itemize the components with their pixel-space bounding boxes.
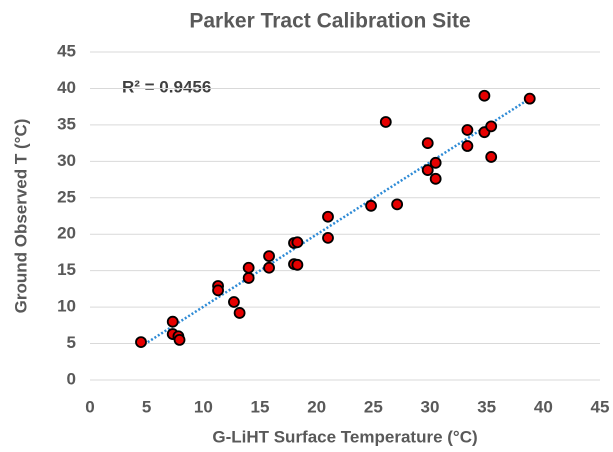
x-tick-label: 40 <box>534 397 553 416</box>
x-tick-label: 30 <box>421 397 440 416</box>
point <box>242 261 255 274</box>
point <box>291 258 304 271</box>
point <box>461 140 474 152</box>
trendline <box>140 97 531 348</box>
point <box>173 334 186 346</box>
x-tick-label: 0 <box>85 397 94 416</box>
point <box>478 89 491 102</box>
annotation: R² = 0.9456 <box>122 77 211 96</box>
point <box>379 116 392 128</box>
y-tick-label: 15 <box>57 260 76 279</box>
y-tick-label: 5 <box>67 333 76 352</box>
x-tick-label: 10 <box>194 397 213 416</box>
y-tick-label: 35 <box>57 114 76 133</box>
point <box>242 272 255 284</box>
point <box>429 172 442 185</box>
point <box>523 92 536 105</box>
point <box>461 124 474 136</box>
x-tick-label: 20 <box>307 397 326 416</box>
point <box>485 120 498 133</box>
point <box>429 156 442 169</box>
point <box>166 315 179 328</box>
point <box>228 296 240 308</box>
x-tick-label: 25 <box>364 397 383 416</box>
y-axis-title: Ground Observed T (°C) <box>11 119 30 314</box>
point <box>322 210 334 223</box>
point <box>212 284 224 297</box>
chart-title: Parker Tract Calibration Site <box>189 10 470 33</box>
point <box>135 336 147 348</box>
point <box>322 231 334 244</box>
x-tick-label: 5 <box>142 397 151 416</box>
x-tick-label: 45 <box>591 397 610 416</box>
y-tick-label: 20 <box>57 224 76 243</box>
point <box>421 164 434 176</box>
x-axis-title: G-LiHT Surface Temperature (°C) <box>212 427 477 446</box>
y-tick-label: 25 <box>57 187 76 206</box>
x-tick-label: 35 <box>477 397 496 416</box>
point <box>391 198 404 211</box>
point <box>263 261 275 274</box>
y-tick-label: 10 <box>57 297 76 316</box>
point <box>233 307 246 319</box>
point <box>291 236 304 249</box>
y-tick-label: 30 <box>57 151 76 170</box>
point <box>421 137 434 150</box>
y-tick-label: 0 <box>67 369 76 388</box>
point <box>263 250 275 262</box>
x-tick-label: 15 <box>251 397 270 416</box>
point <box>365 199 377 212</box>
point <box>485 151 498 163</box>
y-tick-label: 40 <box>57 78 76 97</box>
y-tick-label: 45 <box>57 41 76 60</box>
